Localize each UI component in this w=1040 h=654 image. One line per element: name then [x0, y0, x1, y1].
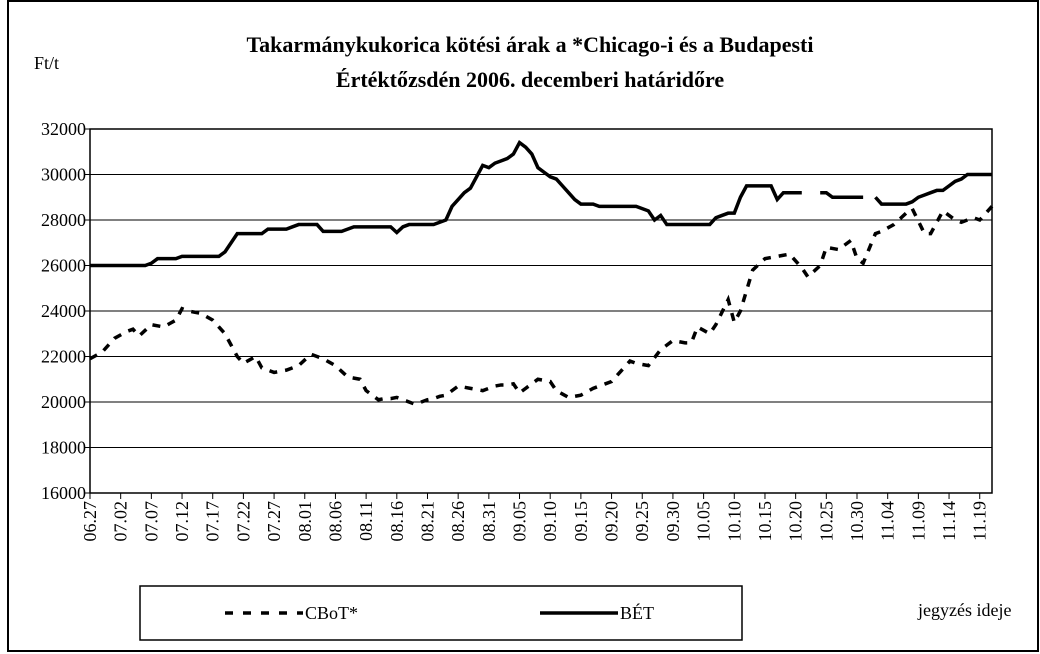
x-tick-label: 10.05	[694, 501, 714, 542]
x-tick-label: 07.07	[141, 501, 161, 542]
x-tick-label: 07.27	[264, 501, 284, 542]
x-tick-label: 11.09	[908, 501, 928, 541]
x-tick-label: 10.15	[755, 501, 775, 542]
x-tick-label: 09.15	[571, 501, 591, 542]
x-tick-label: 07.17	[203, 501, 223, 542]
y-tick-label: 22000	[41, 347, 86, 367]
x-tick-label: 08.11	[356, 501, 376, 541]
x-tick-label: 09.25	[632, 501, 652, 542]
x-tick-label: 09.10	[540, 501, 560, 542]
x-tick-label: 10.10	[724, 501, 744, 542]
y-tick-label: 16000	[41, 483, 86, 503]
y-tick-label: 28000	[41, 210, 86, 230]
y-tick-label: 26000	[41, 256, 86, 276]
legend	[139, 585, 743, 641]
x-tick-label: 08.16	[387, 501, 407, 542]
x-tick-label: 11.04	[878, 501, 898, 541]
series-line	[89, 205, 994, 407]
x-tick-label: 07.02	[111, 501, 131, 542]
y-tick-label: 24000	[41, 301, 86, 321]
legend-label: BÉT	[620, 602, 654, 623]
x-tick-label: 08.31	[479, 501, 499, 542]
y-tick-label: 32000	[41, 119, 86, 139]
x-tick-label: 10.20	[786, 501, 806, 542]
y-tick-label: 30000	[41, 165, 86, 185]
y-axis-label: Ft/t	[34, 53, 59, 73]
x-tick-label: 07.22	[233, 501, 253, 542]
x-tick-label: 08.21	[417, 501, 437, 542]
series-line	[90, 140, 992, 268]
x-tick-label: 11.14	[939, 501, 959, 541]
frame	[7, 0, 1039, 652]
x-tick-label: 10.30	[847, 501, 867, 542]
x-tick-label: 11.19	[970, 501, 990, 541]
x-tick-label: 06.27	[80, 501, 100, 542]
x-tick-label: 08.01	[295, 501, 315, 542]
x-tick-label: 07.12	[172, 501, 192, 542]
x-axis-label: jegyzés ideje	[917, 600, 1011, 620]
chart-title: Takarmánykukorica kötési árak a *Chicago…	[247, 32, 814, 57]
x-tick-label: 08.26	[448, 501, 468, 542]
x-tick-label: 09.20	[602, 501, 622, 542]
chart-title: Értéktőzsdén 2006. decemberi határidőre	[336, 67, 724, 92]
legend-label: CBoT*	[305, 603, 358, 623]
x-tick-label: 08.06	[325, 501, 345, 542]
x-tick-label: 09.05	[510, 501, 530, 542]
x-tick-label: 10.25	[816, 501, 836, 542]
plot-area	[89, 128, 993, 494]
y-tick-label: 18000	[41, 438, 86, 458]
y-tick-label: 20000	[41, 392, 86, 412]
x-tick-label: 09.30	[663, 501, 683, 542]
